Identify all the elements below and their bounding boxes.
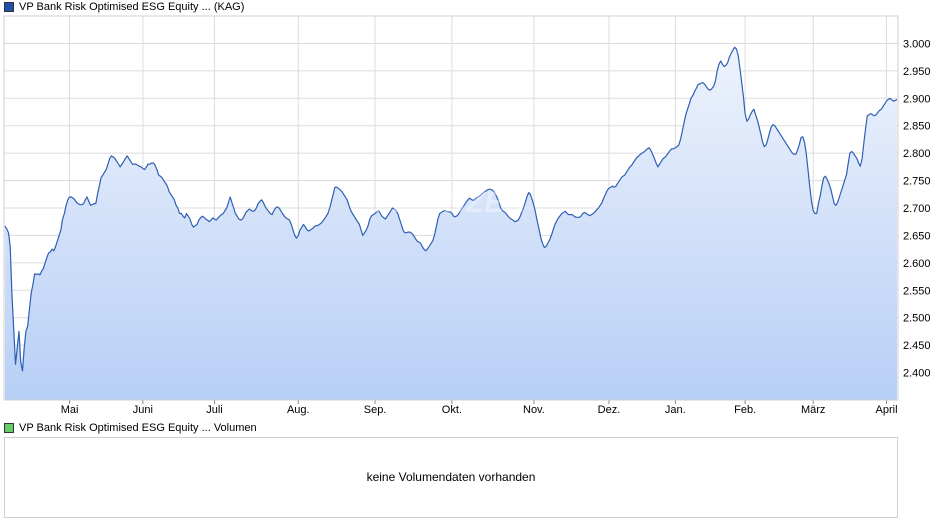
x-tick-label: April	[876, 404, 898, 416]
volume-legend: VP Bank Risk Optimised ESG Equity ... Vo…	[4, 421, 257, 435]
price-area	[5, 47, 897, 401]
y-tick-label: 2.700	[903, 203, 931, 215]
volume-legend-swatch	[4, 423, 14, 433]
watermark-logo: FINANZEN	[374, 186, 527, 219]
y-tick-label: 2.550	[903, 285, 931, 297]
x-tick-label: Juli	[206, 404, 223, 416]
y-tick-label: 2.400	[903, 368, 931, 380]
y-tick-label: 2.750	[903, 176, 931, 188]
x-tick-label: Juni	[133, 404, 153, 416]
price-chart: 2.400 2.450 2.500 2.550 2.600 2.650 2.700 2.750…	[3, 15, 931, 416]
y-tick-label: 2.850	[903, 121, 931, 133]
x-tick-label: Jan.	[665, 404, 686, 416]
volume-empty-message: keine Volumendaten vorhanden	[366, 470, 536, 484]
x-tick-label: Dez.	[598, 404, 621, 416]
x-tick-label: Mai	[61, 404, 79, 416]
x-tick-label: Feb.	[734, 404, 756, 416]
x-tick-label: Okt.	[442, 404, 462, 416]
y-tick-label: 2.450	[903, 340, 931, 352]
y-tick-label: 2.600	[903, 258, 931, 270]
plot-border	[3, 15, 899, 401]
price-legend: VP Bank Risk Optimised ESG Equity ... (K…	[4, 0, 244, 14]
x-tick-label: Nov.	[523, 404, 545, 416]
x-tick-label: Sep.	[364, 404, 387, 416]
y-tick-label: 2.950	[903, 66, 931, 78]
price-line	[4, 46, 898, 372]
volume-legend-label: VP Bank Risk Optimised ESG Equity ... Vo…	[19, 422, 257, 434]
price-legend-swatch	[4, 2, 14, 12]
x-tick-label: Aug.	[287, 404, 310, 416]
x-tick-label: März	[801, 404, 825, 416]
y-tick-label: 2.500	[903, 313, 931, 325]
volume-panel: keine Volumendaten vorhanden	[4, 437, 898, 518]
y-tick-label: 3.000	[903, 38, 931, 50]
y-tick-label: 2.650	[903, 230, 931, 242]
y-tick-label: 2.800	[903, 148, 931, 160]
y-tick-label: 2.900	[903, 93, 931, 105]
price-legend-label: VP Bank Risk Optimised ESG Equity ... (K…	[19, 1, 245, 13]
